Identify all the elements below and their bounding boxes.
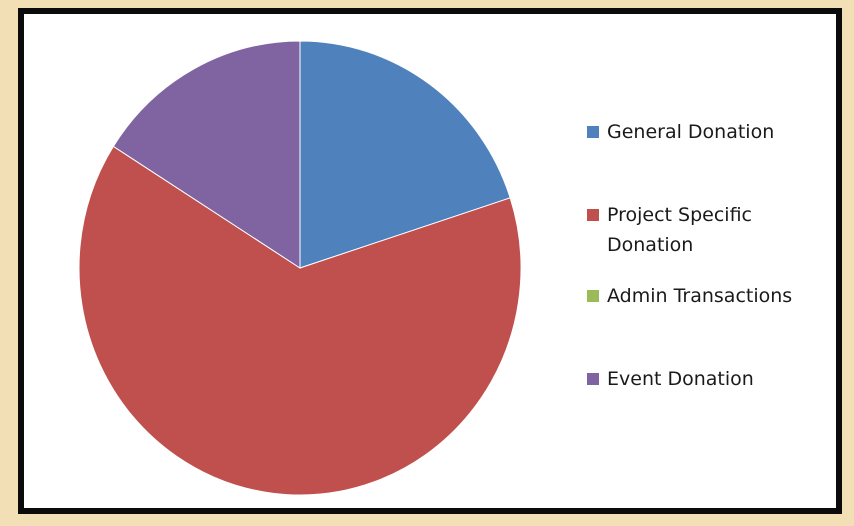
- legend-label-admin-transactions: Admin Transactions: [607, 285, 793, 307]
- chart-frame: General Donation Project Specific Donati…: [18, 8, 842, 514]
- pie-slice-event-donation: [112, 40, 301, 269]
- legend-swatch-admin-transactions: [587, 290, 599, 302]
- legend-label-general-donation: General Donation: [607, 121, 775, 143]
- pie-slice-project-specific-donation: [78, 145, 522, 496]
- legend-swatch-project-specific-donation: [587, 209, 599, 221]
- legend-label-line-2: Donation: [607, 234, 694, 256]
- legend-swatch-general-donation: [587, 126, 599, 138]
- legend-label-project-specific-donation: Project Specific Donation: [607, 200, 847, 260]
- pie-slice-general-donation: [299, 40, 511, 269]
- legend-swatch-event-donation: [587, 373, 599, 385]
- chart-legend: General Donation Project Specific Donati…: [587, 14, 847, 514]
- pie-chart: [78, 40, 522, 496]
- legend-label-line-1: Project Specific: [607, 204, 752, 226]
- legend-label-event-donation: Event Donation: [607, 368, 754, 390]
